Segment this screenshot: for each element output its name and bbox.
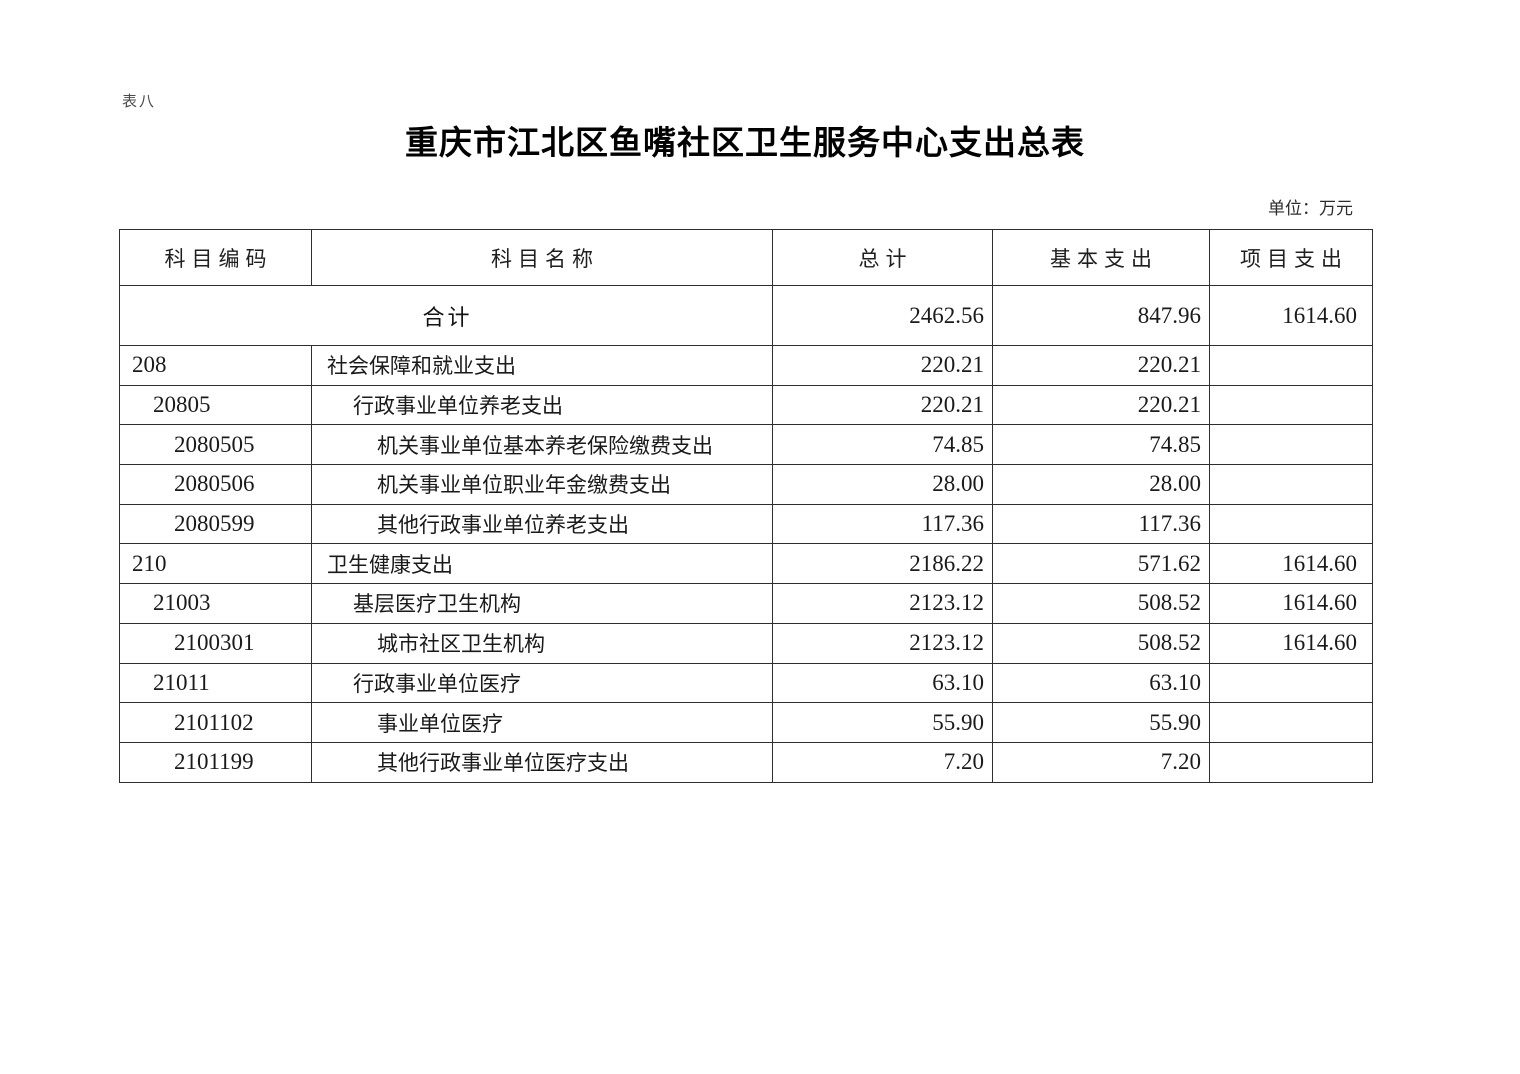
total-value-cell: 117.36 xyxy=(772,503,993,545)
subject-name-cell: 基层医疗卫生机构 xyxy=(311,583,773,624)
col-header-basic: 基本支出 xyxy=(992,229,1210,286)
basic-value-cell: 508.52 xyxy=(992,583,1210,624)
total-value-cell: 220.21 xyxy=(772,384,993,426)
total-value-cell: 2123.12 xyxy=(772,583,993,624)
total-value-cell: 7.20 xyxy=(772,741,993,783)
project-value-cell xyxy=(1209,424,1373,466)
total-value-cell: 74.85 xyxy=(772,424,993,466)
project-value-cell: 1614.60 xyxy=(1209,543,1373,585)
subject-code-cell: 2080505 xyxy=(119,424,312,466)
total-value-cell: 220.21 xyxy=(772,345,993,386)
total-value-cell: 2123.12 xyxy=(772,622,993,664)
subject-code-cell: 210 xyxy=(119,543,312,585)
subject-code-cell: 21011 xyxy=(119,662,312,704)
project-value-cell xyxy=(1209,741,1373,783)
basic-value-cell: 55.90 xyxy=(992,702,1210,743)
project-value-cell xyxy=(1209,345,1373,386)
project-value-cell xyxy=(1209,464,1373,505)
project-value-cell: 1614.60 xyxy=(1209,583,1373,624)
grand-total-row: 合计 2462.56 847.96 1614.60 xyxy=(119,285,1373,346)
table-row: 21003 基层医疗卫生机构 2123.12 508.52 1614.60 xyxy=(119,583,1373,624)
total-value-cell: 63.10 xyxy=(772,662,993,704)
basic-value-cell: 74.85 xyxy=(992,424,1210,466)
basic-value-cell: 117.36 xyxy=(992,503,1210,545)
grand-total-total-value: 2462.56 xyxy=(772,285,993,346)
project-value-cell xyxy=(1209,662,1373,704)
subject-name-cell: 卫生健康支出 xyxy=(311,543,773,585)
total-value-cell: 2186.22 xyxy=(772,543,993,585)
subject-code-cell: 208 xyxy=(119,345,312,386)
project-value-cell xyxy=(1209,503,1373,545)
basic-value-cell: 7.20 xyxy=(992,741,1210,783)
col-header-total: 总计 xyxy=(772,229,993,286)
table-row: 2101199 其他行政事业单位医疗支出 7.20 7.20 xyxy=(119,741,1373,783)
subject-code-cell: 2101199 xyxy=(119,741,312,783)
grand-total-project-value: 1614.60 xyxy=(1209,285,1373,346)
subject-code-cell: 2101102 xyxy=(119,702,312,743)
table-row: 2080599 其他行政事业单位养老支出 117.36 117.36 xyxy=(119,503,1373,545)
subject-name-cell: 事业单位医疗 xyxy=(311,702,773,743)
table-header-row: 科目编码 科目名称 总计 基本支出 项目支出 xyxy=(119,229,1373,286)
subject-name-cell: 行政事业单位养老支出 xyxy=(311,384,773,426)
table-row: 20805 行政事业单位养老支出 220.21 220.21 xyxy=(119,384,1373,426)
grand-total-basic-value: 847.96 xyxy=(992,285,1210,346)
table-row: 210 卫生健康支出 2186.22 571.62 1614.60 xyxy=(119,543,1373,585)
subject-name-cell: 机关事业单位基本养老保险缴费支出 xyxy=(311,424,773,466)
subject-name-cell: 社会保障和就业支出 xyxy=(311,345,773,386)
basic-value-cell: 508.52 xyxy=(992,622,1210,664)
project-value-cell: 1614.60 xyxy=(1209,622,1373,664)
table-body: 合计 2462.56 847.96 1614.60 208 社会保障和就业支出 22… xyxy=(119,285,1373,783)
table-row: 208 社会保障和就业支出 220.21 220.21 xyxy=(119,345,1373,386)
col-header-project: 项目支出 xyxy=(1209,229,1373,286)
unit-note: 单位：万元 xyxy=(1268,199,1353,218)
expense-table: 科目编码 科目名称 总计 基本支出 项目支出 合计 2462.56 847.96… xyxy=(119,229,1373,783)
project-value-cell xyxy=(1209,384,1373,426)
subject-name-cell: 行政事业单位医疗 xyxy=(311,662,773,704)
subject-code-cell: 21003 xyxy=(119,583,312,624)
subject-name-cell: 城市社区卫生机构 xyxy=(311,622,773,664)
subject-code-cell: 20805 xyxy=(119,384,312,426)
col-header-subject-code: 科目编码 xyxy=(119,229,312,286)
basic-value-cell: 63.10 xyxy=(992,662,1210,704)
subject-code-cell: 2080599 xyxy=(119,503,312,545)
subject-code-cell: 2080506 xyxy=(119,464,312,505)
subject-code-cell: 2100301 xyxy=(119,622,312,664)
subject-name-cell: 其他行政事业单位养老支出 xyxy=(311,503,773,545)
total-value-cell: 55.90 xyxy=(772,702,993,743)
basic-value-cell: 571.62 xyxy=(992,543,1210,585)
basic-value-cell: 28.00 xyxy=(992,464,1210,505)
table-row: 21011 行政事业单位医疗 63.10 63.10 xyxy=(119,662,1373,704)
basic-value-cell: 220.21 xyxy=(992,345,1210,386)
grand-total-label: 合计 xyxy=(119,285,773,346)
subject-name-cell: 其他行政事业单位医疗支出 xyxy=(311,741,773,783)
table-row: 2100301 城市社区卫生机构 2123.12 508.52 1614.60 xyxy=(119,622,1373,664)
basic-value-cell: 220.21 xyxy=(992,384,1210,426)
total-value-cell: 28.00 xyxy=(772,464,993,505)
page-title: 重庆市江北区鱼嘴社区卫生服务中心支出总表 xyxy=(405,126,1085,162)
project-value-cell xyxy=(1209,702,1373,743)
col-header-subject-name: 科目名称 xyxy=(311,229,773,286)
table-row: 2101102 事业单位医疗 55.90 55.90 xyxy=(119,702,1373,743)
table-row: 2080505 机关事业单位基本养老保险缴费支出 74.85 74.85 xyxy=(119,424,1373,466)
table-row: 2080506 机关事业单位职业年金缴费支出 28.00 28.00 xyxy=(119,464,1373,505)
table-number-label: 表八 xyxy=(122,94,157,110)
subject-name-cell: 机关事业单位职业年金缴费支出 xyxy=(311,464,773,505)
